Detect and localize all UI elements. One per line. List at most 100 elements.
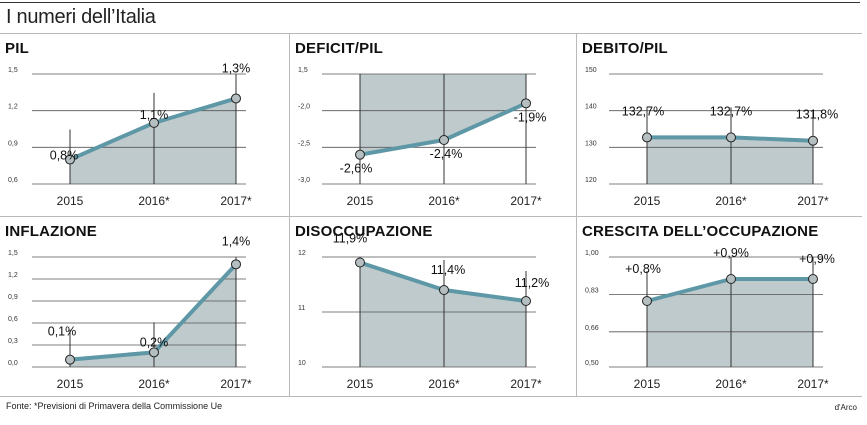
chart-svg: 10 11 12 11,9% 11,4% 11,2% 2015 2016* 2017* [298,232,550,392]
x-tick-label: 2015 [57,377,84,391]
y-tick-label: -3,0 [298,177,310,184]
data-label: -1,9% [514,110,547,124]
x-tick-label: 2017* [220,194,252,208]
data-point [808,135,818,146]
chart-svg: 0,50 0,66 0,83 1,00 +0,8% +0,9% +0,9% 2015 2016*… [585,246,835,391]
x-tick-label: 2017* [510,377,542,391]
data-point [149,117,159,128]
data-label: 0,8% [50,149,79,163]
y-tick-label: 1,00 [585,250,599,257]
data-point [231,259,241,270]
x-tick-label: 2015 [347,377,374,391]
y-tick-label: 0,6 [8,316,18,323]
row-separator-bottom [0,396,862,397]
x-tick-label: 2016* [138,194,170,208]
area-fill [647,137,813,184]
chart-title: DEFICIT/PIL [295,40,384,57]
footer-credit: d'Arco [834,403,857,412]
data-point [65,154,75,165]
chart-title: CRESCITA DELL’OCCUPAZIONE [582,223,819,240]
y-tick-label: 0,83 [585,287,599,294]
data-point [521,296,531,306]
data-label: +0,9% [713,246,749,260]
y-tick-label: 0,66 [585,325,599,332]
data-point [439,285,449,295]
x-tick-label: 2015 [347,194,374,208]
data-label: 11,9% [333,232,368,246]
x-tick-label: 2016* [428,194,460,208]
y-tick-label: 150 [585,67,597,74]
y-tick-label: -2,0 [298,104,310,111]
x-tick-label: 2017* [510,194,542,208]
area-fill [70,264,236,367]
data-point [65,354,75,365]
data-point [808,274,818,284]
chart-svg: 120 130 140 150 132,7% 132,7% 131,8% 2015 2016* 2… [585,67,838,208]
row-separator-middle [0,216,862,217]
x-tick-label: 2015 [634,377,661,391]
data-point [642,132,652,143]
area-fill [360,262,526,367]
page-title: I numeri dell’Italia [6,6,156,28]
chart-svg: 0,0 0,3 0,6 0,9 1,2 1,5 0,1% 0,2% 1,4% 2015 2016* 2… [8,234,252,391]
data-point [726,132,736,143]
data-point [642,296,652,306]
x-tick-label: 2017* [220,377,252,391]
x-tick-label: 2016* [715,377,747,391]
area-fill [647,279,813,367]
y-tick-label: 10 [298,360,306,367]
data-label: 1,3% [222,61,251,75]
x-tick-label: 2016* [138,377,170,391]
data-label: 0,2% [140,335,169,349]
y-tick-label: 1,2 [8,272,18,279]
data-point [149,347,159,358]
y-tick-label: 1,2 [8,104,18,111]
chart-panel-disoccupazione: DISOCCUPAZIONE 10 11 12 11,9% 11,4% 11,2% 2015… [290,217,577,400]
y-tick-label: 11 [298,305,305,312]
data-point [439,135,449,145]
y-tick-label: 0,50 [585,360,599,367]
chart-panel-crescita-occupazione: CRESCITA DELL’OCCUPAZIONE 0,50 0,66 0,83 1,… [577,217,864,400]
data-label: 1,4% [222,234,251,248]
area-fill [70,98,236,184]
data-point [355,149,365,160]
data-label: 11,4% [431,263,466,277]
y-tick-label: 1,5 [8,67,18,74]
y-tick-label: 1,5 [8,250,18,257]
chart-svg: -3,0 -2,5 -2,0 1,5 -2,6% -2,4% -1,9% 2015 2016* 2… [298,67,547,208]
y-tick-label: 0,9 [8,140,18,147]
chart-panel-debito-pil: DEBITO/PIL 120 130 140 150 132,7% 132,7% 131,8… [577,34,864,217]
chart-title: DISOCCUPAZIONE [295,223,433,240]
chart-title: PIL [5,40,29,57]
x-tick-label: 2016* [428,377,460,391]
data-label: 131,8% [796,108,838,122]
data-point [521,98,531,109]
chart-panel-deficit-pil: DEFICIT/PIL -3,0 -2,5 -2,0 1,5 -2,6% -2,4% -1,… [290,34,577,217]
y-tick-label: 140 [585,104,597,111]
row-separator-top [0,33,862,34]
x-tick-label: 2017* [797,194,829,208]
data-label: +0,8% [625,262,661,276]
data-label: 132,7% [622,104,664,118]
data-label: -2,6% [340,162,373,176]
data-label: 11,2% [515,276,550,290]
chart-title: DEBITO/PIL [582,40,668,57]
y-tick-label: 0,6 [8,177,18,184]
top-rule [0,2,860,3]
x-tick-label: 2016* [715,194,747,208]
y-tick-label: -2,5 [298,140,310,147]
y-tick-label: 0,0 [8,360,18,367]
chart-title: INFLAZIONE [5,223,97,240]
y-tick-label: 120 [585,177,597,184]
chart-svg: 0,6 0,9 1,2 1,5 0,8% 1,1% 1,3% 2015 2016* 2017* [8,61,252,208]
y-tick-label: 0,3 [8,338,18,345]
area-fill [360,74,526,155]
x-tick-label: 2017* [797,377,829,391]
data-point [726,274,736,284]
data-label: -2,4% [430,147,463,161]
data-point [231,93,241,104]
column-separator-2 [576,33,577,396]
chart-panel-inflazione: INFLAZIONE 0,0 0,3 0,6 0,9 1,2 1,5 0,1% 0,2% 1,4… [0,217,287,400]
x-tick-label: 2015 [57,194,84,208]
column-separator-1 [289,33,290,396]
